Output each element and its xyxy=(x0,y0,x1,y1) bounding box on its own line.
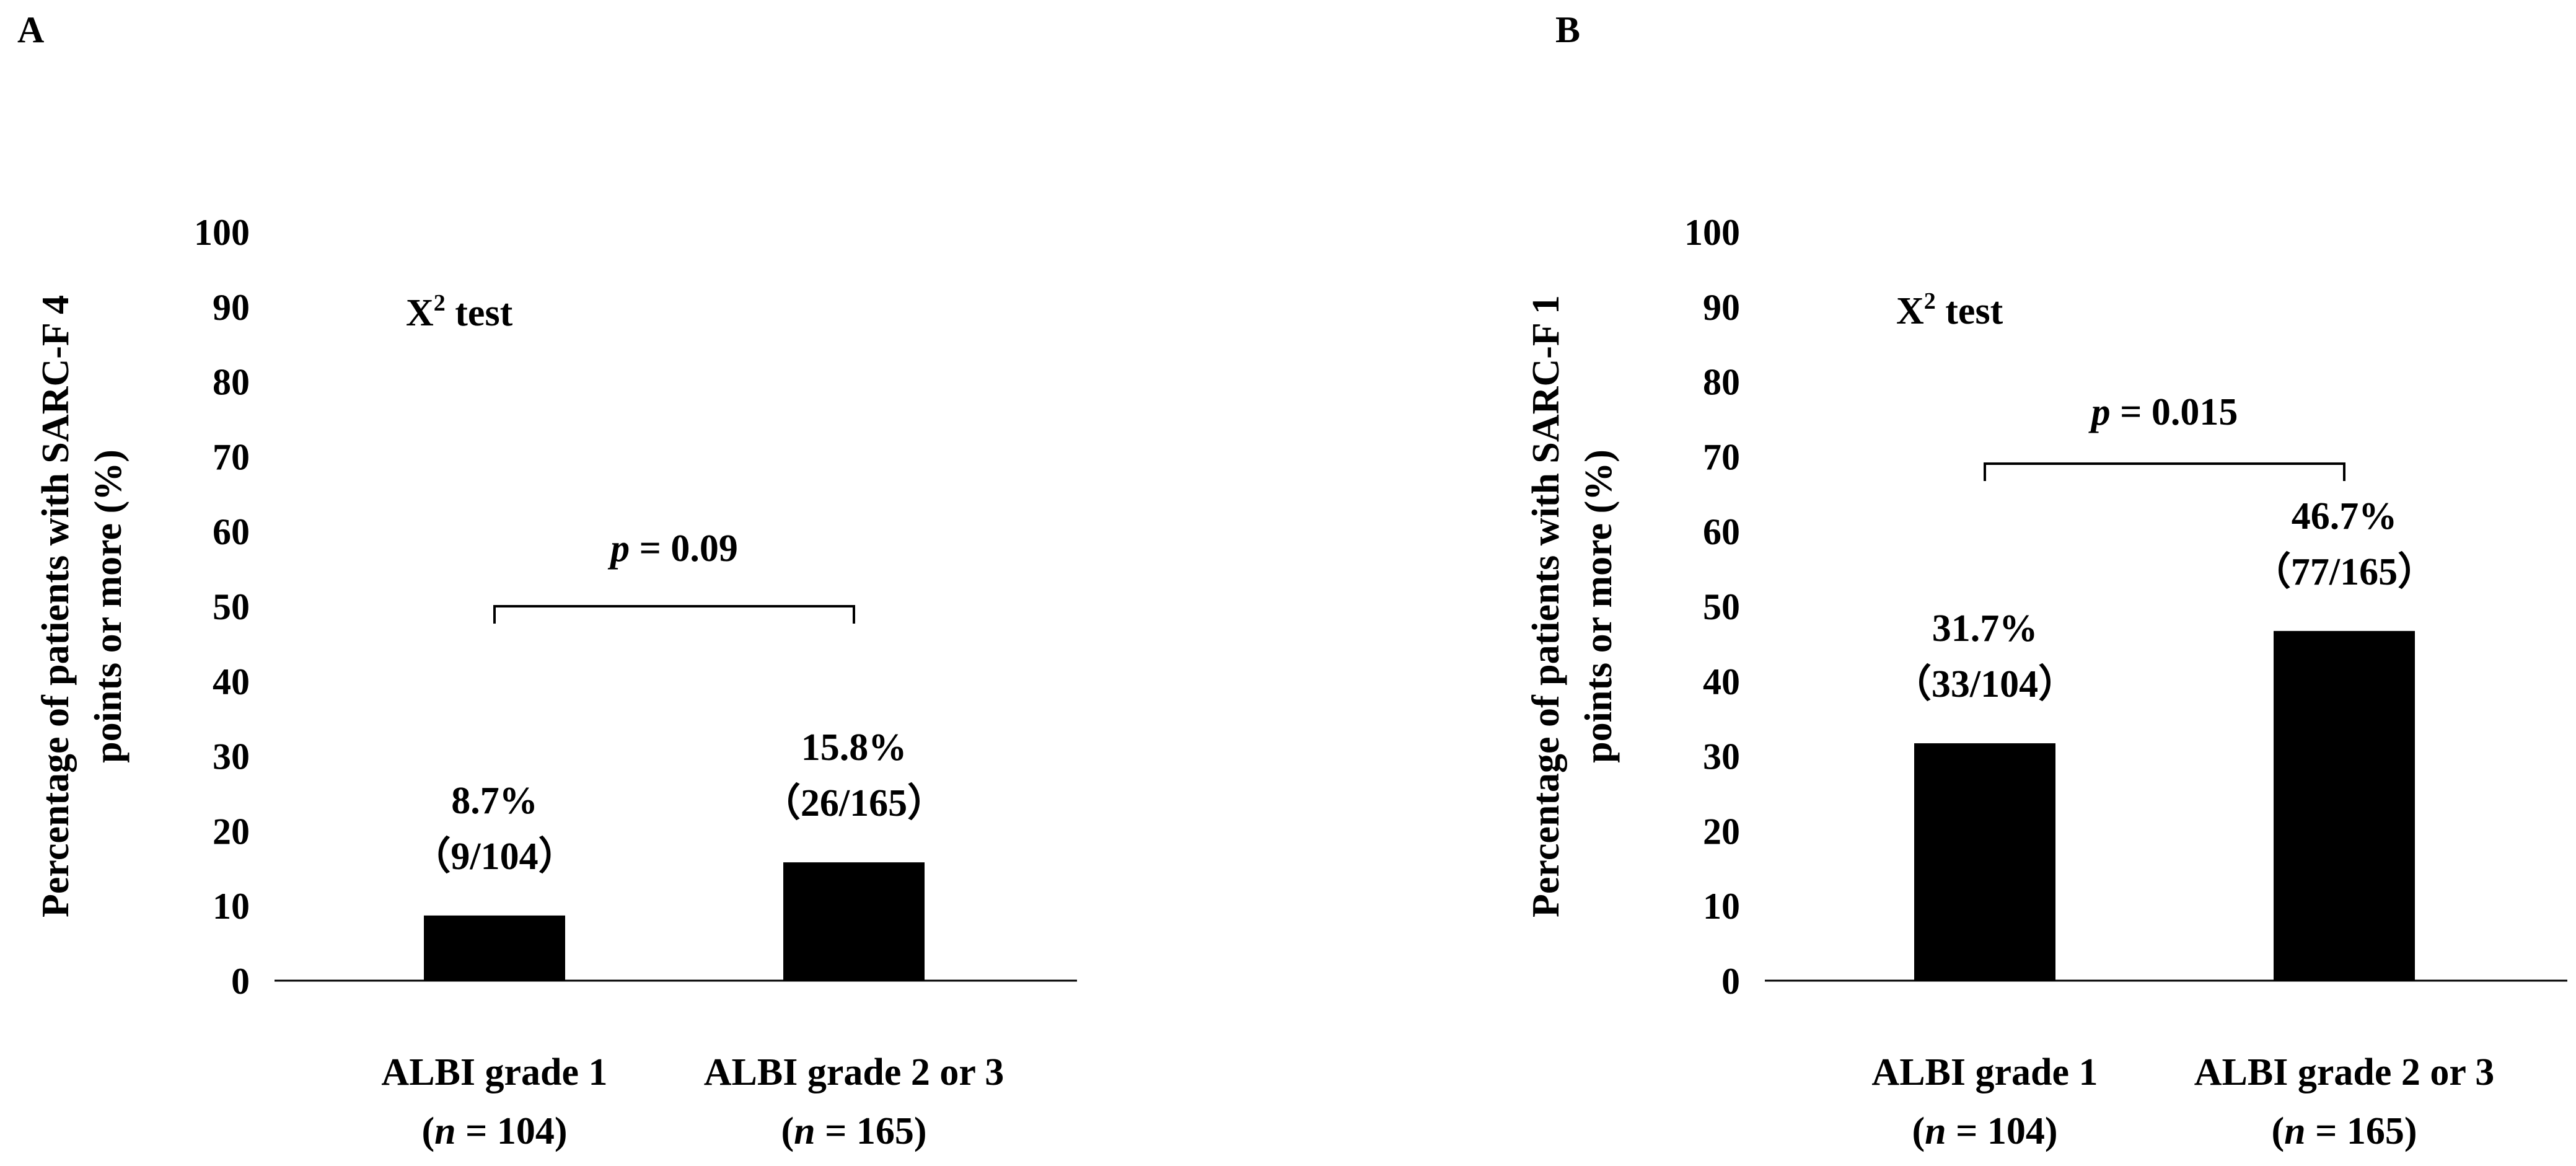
p-value-label: p = 0.09 xyxy=(607,528,738,570)
panel-letter: A xyxy=(17,9,44,50)
y-tick-label: 100 xyxy=(1684,212,1740,253)
test-label: X2 test xyxy=(1896,288,2003,332)
x-category-label: ALBI grade 1 xyxy=(1871,1051,2098,1093)
bar-count-label: （77/165） xyxy=(2253,550,2436,593)
x-category-label: ALBI grade 2 or 3 xyxy=(2194,1051,2495,1093)
y-tick-label: 50 xyxy=(1703,586,1740,627)
y-tick-label: 10 xyxy=(213,886,250,927)
y-tick-label: 70 xyxy=(1703,436,1740,477)
y-tick-label: 0 xyxy=(1721,961,1740,1002)
y-tick-label: 40 xyxy=(1703,661,1740,702)
significance-bracket xyxy=(493,605,855,624)
y-tick-label: 30 xyxy=(213,736,250,777)
y-tick-label: 70 xyxy=(213,436,250,477)
y-axis-label-line1: Percentage of patients with SARC-F 4 xyxy=(35,295,77,917)
bar-value-label: 46.7% xyxy=(2292,495,2398,537)
y-tick-label: 20 xyxy=(1703,811,1740,852)
x-category-n-label: (n = 104) xyxy=(421,1110,567,1152)
x-category-n-label: (n = 104) xyxy=(1912,1110,2057,1152)
y-tick-label: 90 xyxy=(213,287,250,328)
bar-value-label: 15.8% xyxy=(801,727,907,769)
y-axis-label-line1: Percentage of patients with SARC-F 1 xyxy=(1525,295,1567,917)
bar-count-label: （33/104） xyxy=(1893,662,2077,705)
bar-count-label: （9/104） xyxy=(412,834,576,878)
bar xyxy=(1914,743,2055,981)
p-value-label: p = 0.015 xyxy=(2088,391,2238,433)
bar-value-label: 8.7% xyxy=(451,780,538,822)
y-tick-label: 60 xyxy=(1703,511,1740,552)
y-tick-label: 30 xyxy=(1703,736,1740,777)
y-tick-label: 50 xyxy=(213,586,250,627)
panel-letter: B xyxy=(1555,9,1580,50)
bar xyxy=(424,915,565,981)
x-category-n-label: (n = 165) xyxy=(2271,1110,2417,1152)
y-axis-label-line2: points or more (%) xyxy=(87,449,130,763)
chart-panel-b: B Percentage of patients with SARC-F 1 poi… xyxy=(1525,9,2567,1152)
y-tick-label: 90 xyxy=(1703,287,1740,328)
significance-bracket xyxy=(1984,462,2345,481)
y-tick-label: 60 xyxy=(213,511,250,552)
y-tick-label: 0 xyxy=(231,961,250,1002)
bar xyxy=(783,862,925,981)
y-tick-label: 20 xyxy=(213,811,250,852)
y-tick-label: 10 xyxy=(1703,886,1740,927)
y-tick-label: 80 xyxy=(1703,362,1740,403)
y-tick-label: 80 xyxy=(213,362,250,403)
bar-value-label: 31.7% xyxy=(1932,607,2038,650)
y-axis-label-line2: points or more (%) xyxy=(1578,449,1620,763)
y-tick-label: 100 xyxy=(194,212,250,253)
bar xyxy=(2274,630,2415,981)
x-category-n-label: (n = 165) xyxy=(781,1110,926,1152)
bar-count-label: （26/165） xyxy=(762,781,946,824)
chart-panel-a: A Percentage of patients with SARC-F 4 poi… xyxy=(17,9,1077,1152)
x-category-label: ALBI grade 2 or 3 xyxy=(704,1051,1004,1093)
y-tick-label: 40 xyxy=(213,661,250,702)
test-label: X2 test xyxy=(406,290,513,334)
x-category-label: ALBI grade 1 xyxy=(381,1051,607,1093)
